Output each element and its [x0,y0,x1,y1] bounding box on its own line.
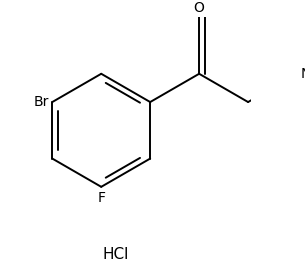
Text: HCl: HCl [102,247,128,262]
Text: NH₂: NH₂ [300,67,305,81]
Text: O: O [194,1,205,15]
Text: F: F [97,191,105,205]
Text: Br: Br [34,95,49,109]
